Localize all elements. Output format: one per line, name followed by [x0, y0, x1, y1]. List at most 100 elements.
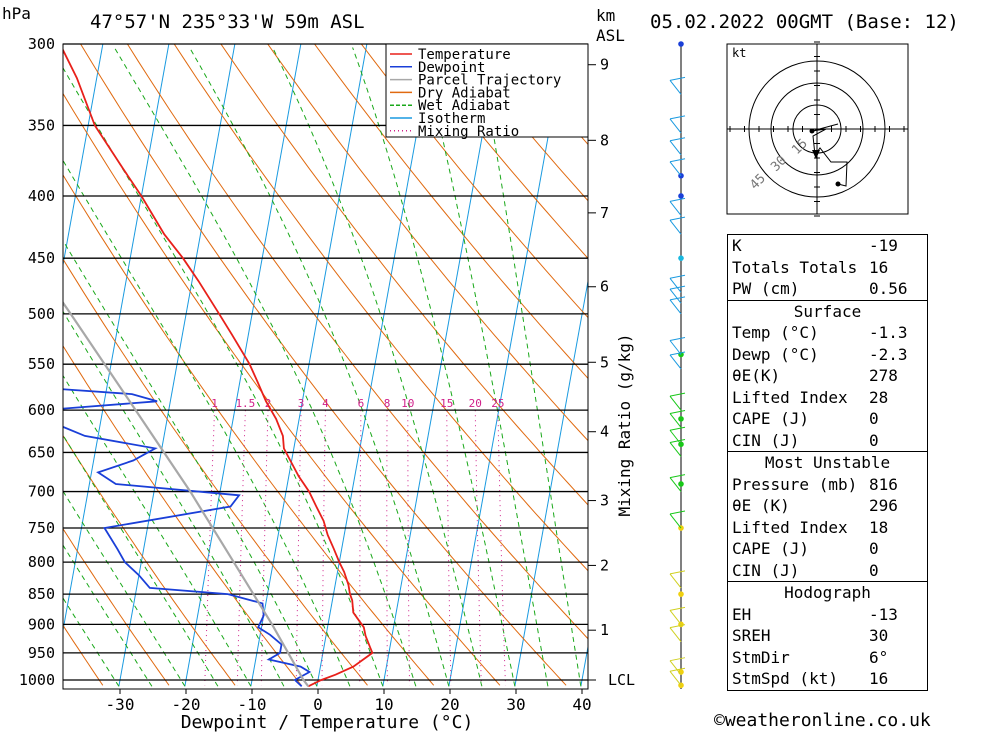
row-value: 18	[869, 517, 889, 537]
table-row: StmDir 6°	[728, 647, 927, 669]
wind-barb-flag	[669, 137, 686, 142]
background-lines	[63, 44, 588, 687]
hodograph-unit: kt	[732, 46, 746, 60]
asl-unit-label: ASL	[596, 26, 625, 45]
row-label: Lifted Index	[732, 387, 848, 407]
isotherm-line	[250, 44, 368, 687]
wind-barb	[669, 219, 682, 235]
table-row: Pressure (mb) 816	[728, 474, 927, 496]
isotherm-line	[63, 44, 170, 633]
mixing-ratio-label: 6	[358, 397, 365, 410]
isotherm-line	[580, 643, 588, 687]
isotherm-line	[184, 44, 302, 687]
dry-adiabat-line	[173, 44, 588, 572]
pressure-label: 800	[28, 553, 55, 571]
dry-adiabat-line	[63, 92, 501, 686]
hodograph-point	[809, 128, 815, 134]
pressure-label: 1000	[19, 671, 55, 689]
wet-adiabat-line	[189, 47, 450, 687]
dry-adiabat-line	[314, 44, 588, 380]
wind-level-dot	[678, 481, 684, 487]
mixing-ratio-line	[474, 410, 482, 686]
x-tick-label: 0	[313, 695, 323, 714]
row-label: CAPE (J)	[732, 409, 810, 428]
dry-adiabat-line	[267, 44, 588, 442]
table-row: CIN (J) 0	[728, 430, 927, 452]
row-value: 816	[869, 474, 898, 494]
legend-label: Dewpoint	[418, 60, 485, 76]
row-value: 296	[869, 496, 898, 515]
table-row: CAPE (J) 0	[728, 408, 927, 430]
wind-barb	[669, 627, 682, 642]
wind-barb	[669, 354, 682, 370]
row-label: StmSpd (kt)	[732, 669, 838, 688]
x-tick-label: 10	[374, 695, 393, 714]
row-label: PW (cm)	[732, 279, 800, 298]
surface-title: Surface	[728, 299, 927, 323]
mixing-ratio-line	[295, 410, 302, 686]
pressure-label: 900	[28, 615, 55, 633]
mixing-ratio-line	[236, 410, 246, 686]
row-value: -19	[869, 236, 898, 255]
mixing-ratio-line	[497, 410, 506, 686]
pressure-lines: 300 350 400 450 500 550 600 650 700 750 800 850 900 9…	[19, 35, 588, 689]
table-row: θE (K) 296	[728, 495, 927, 517]
pressure-label: 650	[28, 443, 55, 461]
wind-barb	[669, 429, 682, 445]
row-label: Totals Totals	[732, 257, 858, 277]
wind-barb-flag	[669, 197, 686, 202]
wind-barb-flag	[669, 474, 686, 479]
wind-barb-flag	[669, 409, 686, 414]
wet-adiabat-line	[113, 47, 417, 687]
location-title: 47°57'N 235°33'W 59m ASL	[90, 11, 365, 33]
row-value: 0	[869, 430, 879, 450]
row-value: 0	[869, 560, 879, 580]
wind-barb-flag	[669, 657, 686, 662]
dry-adiabat-line	[63, 527, 170, 686]
table-row: Lifted Index 28	[728, 387, 927, 409]
table-row: CIN (J) 0	[728, 560, 927, 582]
pressure-label: 300	[28, 35, 55, 53]
row-value: -2.3	[869, 344, 908, 364]
pressure-unit-label: hPa	[2, 4, 31, 23]
wind-barb	[669, 299, 682, 315]
wet-adiabat-line	[478, 47, 582, 687]
wind-barb-flag	[669, 351, 686, 356]
storm-motion-marker	[812, 150, 820, 159]
pressure-label: 450	[28, 249, 55, 267]
table-row: CAPE (J) 0	[728, 538, 927, 560]
row-value: 28	[869, 387, 889, 407]
row-label: SREH	[732, 626, 771, 645]
row-label: K	[732, 236, 742, 255]
wind-level-dot	[678, 591, 684, 597]
legend-label: Parcel Trajectory	[418, 73, 561, 89]
wind-profile	[669, 41, 686, 689]
isotherm-line	[316, 44, 434, 687]
row-label: θE(K)	[732, 366, 781, 385]
wind-barb	[669, 340, 682, 355]
mixing-ratio-axis-label: Mixing Ratio (g/kg)	[615, 333, 634, 516]
mixing-ratio-labels: 1 1.5 2 3 4 6 8 10 15 20 25	[211, 397, 504, 410]
wet-adiabat-line	[63, 310, 285, 687]
row-label: CIN (J)	[732, 560, 800, 580]
wind-barb-flag	[669, 438, 686, 443]
wind-barb-flag	[669, 667, 686, 672]
row-value: 278	[869, 366, 898, 385]
legend-label: Dry Adiabat	[418, 85, 511, 101]
mixing-ratio-label: 8	[384, 397, 391, 410]
pressure-label: 500	[28, 305, 55, 323]
wet-adiabat-line	[272, 47, 483, 687]
km-tick-label: 5	[600, 353, 609, 371]
mixing-ratio-label: 1	[211, 397, 218, 410]
km-tick-label: LCL	[608, 671, 635, 689]
most-unstable-title: Most Unstable	[728, 451, 927, 474]
isotherm-line	[118, 44, 236, 687]
plot-frame	[62, 43, 589, 690]
row-label: Lifted Index	[732, 517, 848, 537]
km-tick-label: 6	[600, 278, 609, 296]
legend-label: Temperature	[418, 47, 511, 63]
row-label: θE (K)	[732, 496, 790, 515]
legend-label: Wet Adiabat	[418, 98, 511, 114]
dry-adiabat-line	[63, 174, 435, 686]
